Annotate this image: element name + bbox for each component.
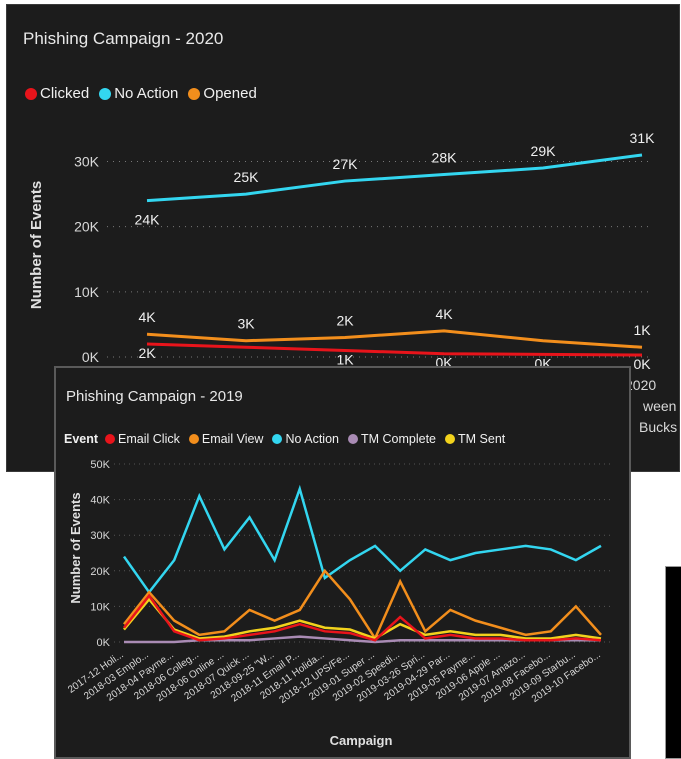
legend-dot [25,87,37,100]
y-tick-label: 0K [82,349,100,365]
legend-item-opened[interactable]: Opened [188,85,257,102]
legend-dot [347,434,358,444]
legend-item-clicked[interactable]: Clicked [25,85,89,102]
legend-item-no-action[interactable]: No Action [272,432,339,446]
y-tick-label: 50K [90,459,110,471]
x-axis-label: Campaign [330,733,393,748]
chart-plot-2020: Number of Events 2020 ween Bucks 0K 10K 20… [28,130,677,435]
data-label: 27K [333,156,359,172]
legend-item-tm-complete[interactable]: TM Complete [347,432,436,446]
black-box-partial [665,566,681,759]
data-label: 31K [630,130,656,146]
legend-2020: Clicked No Action Opened [25,85,261,102]
chart-plot-2019: Number of Events Campaign 0K 10K 20K 30K 40K… [66,459,611,748]
partial-axis-text: ween [642,398,676,414]
data-label: 25K [234,169,260,185]
legend-dot [188,87,201,100]
chart-title-2019: Phishing Campaign - 2019 [66,388,243,405]
data-label: 4K [138,309,156,325]
data-label: 28K [432,150,458,166]
series-line-no-action [146,153,643,203]
legend-item-email-click[interactable]: Email Click [105,432,180,446]
y-tick-label: 10K [74,284,100,300]
legend-item-no-action[interactable]: No Action [99,85,178,102]
legend-dot [105,434,116,444]
series-line-clicked [146,342,643,357]
legend-dot [272,434,283,444]
partial-axis-text: 2020 [625,377,656,393]
data-label: 0K [633,356,651,372]
partial-axis-text: Bucks [639,419,677,435]
series-line-no-action [122,484,602,595]
data-label: 1K [633,322,651,338]
data-label: 29K [531,143,557,159]
data-label: 4K [435,306,453,322]
y-tick-label: 20K [74,219,100,235]
series-line-tm-sent [123,597,602,640]
data-label: 2K [336,312,354,328]
y-tick-label: 30K [74,154,100,170]
chart-title-2020: Phishing Campaign - 2020 [23,29,224,48]
series-line-email-click [123,593,602,642]
y-tick-label: 0K [97,637,111,649]
chart-panel-2019: Phishing Campaign - 2019 Event Email Cli… [54,366,631,759]
y-axis-label: Number of Events [28,181,45,309]
data-label: 1K [336,351,354,367]
legend-item-tm-sent[interactable]: TM Sent [445,432,505,446]
legend-dot [445,434,456,444]
legend-dot [99,87,112,100]
series-line-opened [146,329,643,349]
y-tick-label: 40K [90,495,110,507]
legend-2019: Event Email Click Email View No Action T… [64,432,509,446]
series-line-email-view [123,568,602,642]
y-axis-label: Number of Events [68,492,83,603]
data-label: 2K [138,345,156,361]
legend-item-email-view[interactable]: Email View [188,432,263,446]
y-tick-label: 20K [90,566,110,578]
y-tick-label: 10K [90,601,110,613]
data-label: 24K [135,212,161,228]
y-tick-label: 30K [90,530,110,542]
data-label: 3K [237,316,255,332]
legend-title: Event [64,432,99,446]
legend-dot [188,434,199,444]
